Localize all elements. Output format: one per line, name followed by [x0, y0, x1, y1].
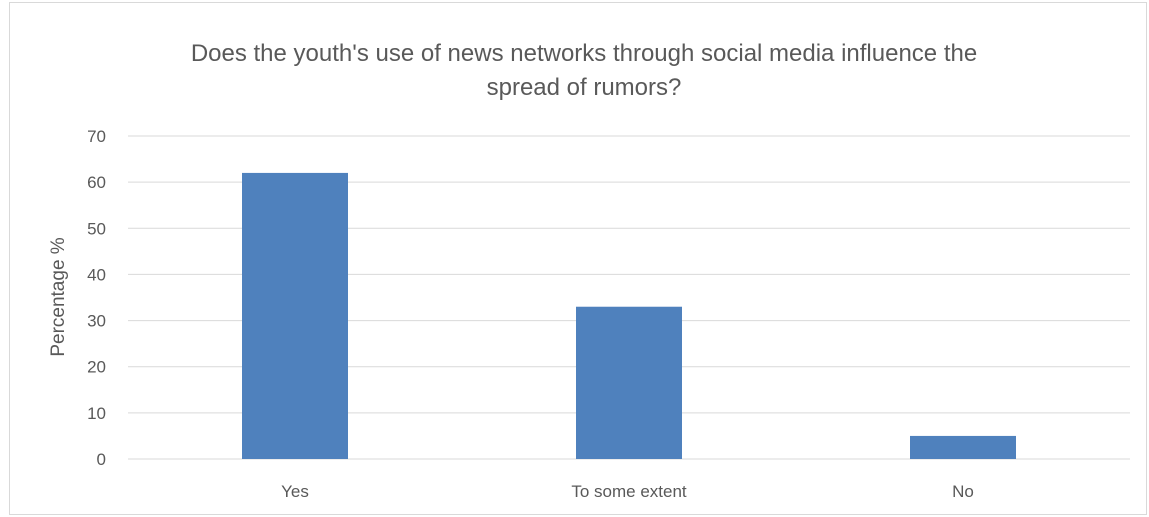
y-tick-label: 0 [97, 450, 106, 469]
bar-to-some-extent [576, 306, 682, 459]
y-tick-label: 20 [87, 358, 106, 377]
y-tick-label: 30 [87, 312, 106, 331]
y-tick-label: 50 [87, 219, 106, 238]
y-axis-title: Percentage % [48, 237, 69, 356]
y-tick-label: 10 [87, 404, 106, 423]
chart-title-line-2: spread of rumors? [487, 74, 682, 101]
x-tick-label: To some extent [571, 482, 687, 501]
y-axis-tick-labels: 0 10 20 30 40 50 60 70 [87, 127, 106, 469]
chart-title-line-1: Does the youth's use of news networks th… [191, 40, 977, 67]
x-axis-tick-labels: Yes To some extent No [281, 482, 974, 501]
bar-yes [242, 172, 348, 459]
y-tick-label: 70 [87, 127, 106, 146]
x-tick-label: Yes [281, 482, 309, 501]
x-tick-label: No [952, 482, 974, 501]
bar-no [910, 435, 1016, 459]
y-tick-label: 60 [87, 173, 106, 192]
chart-title: Does the youth's use of news networks th… [191, 40, 977, 101]
y-tick-label: 40 [87, 265, 106, 284]
bars [242, 172, 1016, 459]
